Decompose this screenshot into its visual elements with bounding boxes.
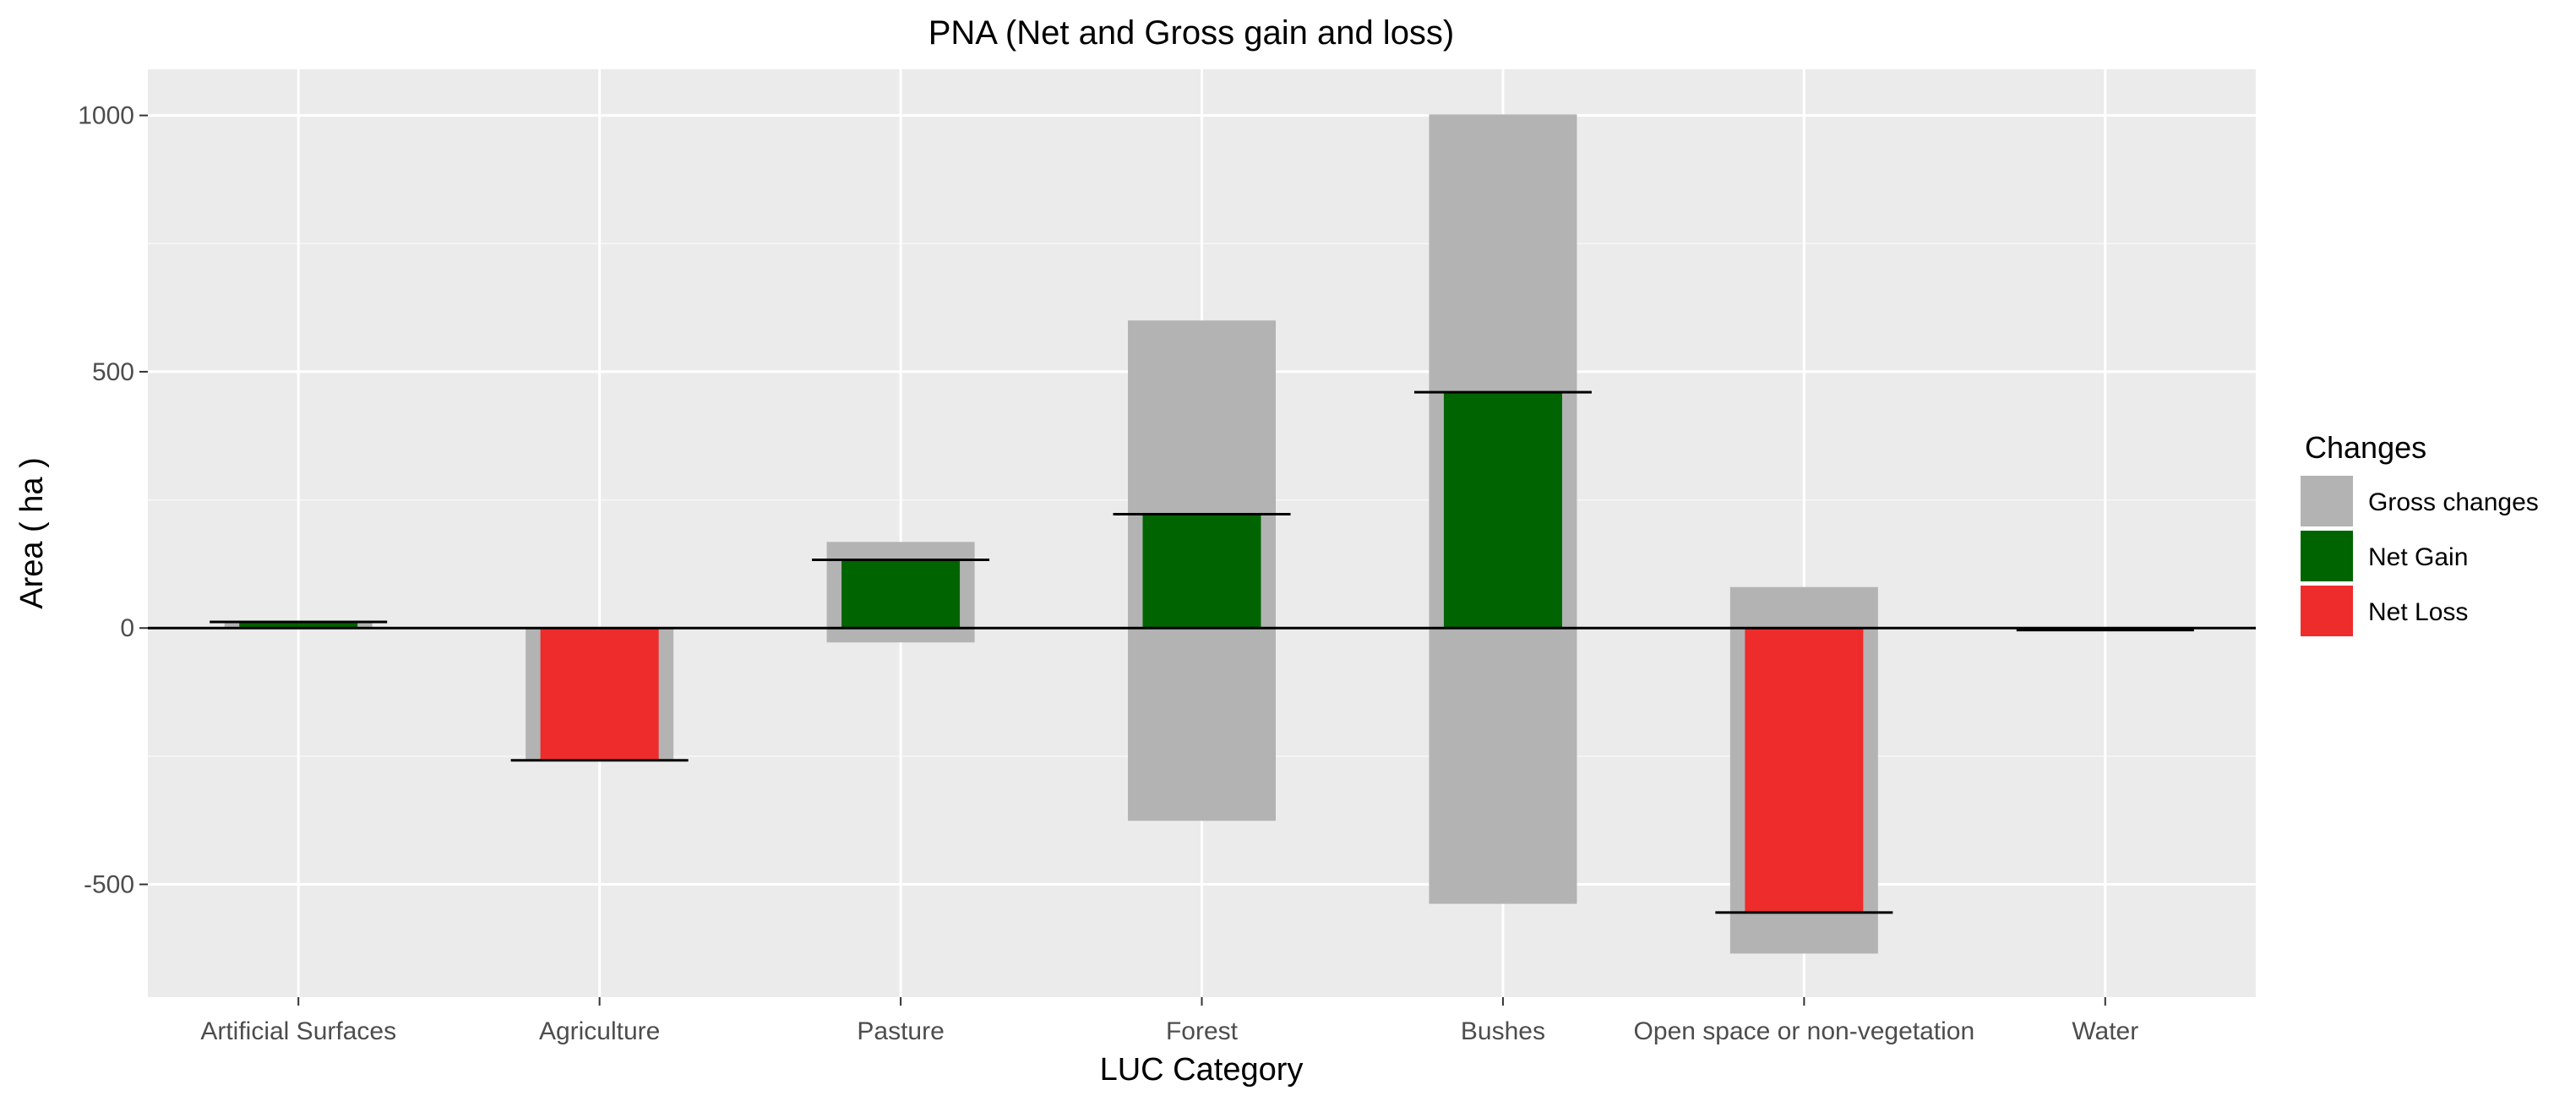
net-loss-bar [540,628,659,761]
y-tick-label: -500 [84,871,134,899]
x-tick-label: Agriculture [539,1017,660,1045]
legend-label: Net Gain [2368,543,2468,571]
legend-swatch [2301,531,2353,581]
legend-label: Net Loss [2368,598,2468,626]
net-loss-bar [1745,628,1864,913]
y-axis-title: Area ( ha ) [14,457,50,609]
y-tick-label: 500 [92,358,134,386]
chart-title: PNA (Net and Gross gain and loss) [929,14,1455,52]
net-gain-bar [841,559,961,629]
x-tick-label: Open space or non-vegetation [1634,1017,1975,1045]
net-gain-bar [1443,392,1562,629]
x-tick-label: Bushes [1461,1017,1545,1045]
x-axis-title: LUC Category [1100,1052,1304,1088]
legend: Changes Gross changes Net Gain Net Loss [2301,430,2539,636]
legend-title: Changes [2305,430,2426,465]
x-tick-label: Forest [1166,1017,1239,1045]
axes: -500 0 500 1000 Artificial Surfaces Agricultu… [78,102,2138,1045]
net-gain-bar [1142,514,1261,629]
legend-swatch [2301,476,2353,526]
legend-swatch [2301,586,2353,636]
x-tick-label: Water [2072,1017,2138,1045]
y-tick-label: 0 [120,614,134,642]
x-tick-label: Pasture [857,1017,944,1045]
x-tick-label: Artificial Surfaces [200,1017,396,1045]
net-gain-bar [239,621,358,629]
legend-label: Gross changes [2368,488,2539,516]
bars [148,114,2256,954]
y-tick-label: 1000 [78,102,134,130]
